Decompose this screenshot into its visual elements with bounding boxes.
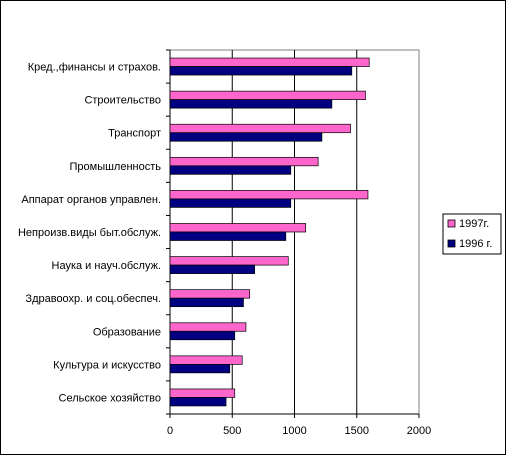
bar-1997: [169, 57, 370, 67]
bar-1997: [169, 190, 369, 200]
bar-1997: [169, 223, 307, 233]
bar-1996: [169, 198, 292, 208]
bar-1996: [169, 132, 323, 142]
legend-label-1997: 1997г.: [459, 218, 489, 230]
x-tick-label: 1000: [282, 425, 306, 437]
bar-1996: [169, 297, 244, 308]
bar-1996: [169, 364, 231, 374]
x-tick-label: 0: [167, 425, 173, 437]
category-label: Строительство: [84, 95, 161, 107]
bar-1996: [169, 165, 292, 175]
category-label: Промышленность: [69, 161, 161, 173]
legend-label-1996: 1996 г.: [459, 238, 492, 250]
category-labels: Кред.,финансы и страхов. Строительство Тра…: [18, 62, 161, 405]
legend-swatch-1997: [447, 219, 456, 228]
category-label: Сельское хозяйство: [59, 392, 161, 404]
category-label: Непроизв.виды быт.обслуж.: [18, 227, 161, 239]
bar-1997: [169, 90, 366, 100]
category-label: Образование: [93, 326, 161, 338]
category-label: Культура и искусство: [53, 359, 161, 371]
bar-1997: [169, 322, 247, 332]
bar-1997: [169, 123, 351, 134]
bars: [169, 57, 370, 407]
bar-1997: [169, 256, 289, 266]
bar-1997: [169, 355, 243, 365]
bar-1996: [169, 231, 287, 241]
bar-1996: [169, 397, 227, 407]
x-tick-labels: 0 500 1000 1500 2000: [167, 425, 431, 437]
x-tick-label: 2000: [407, 425, 431, 437]
category-label: Здравоохр. и соц.обеспеч.: [25, 293, 161, 305]
legend: 1997г. 1996 г.: [442, 213, 502, 255]
category-label: Аппарат органов управлен.: [21, 194, 161, 206]
x-tick-label: 500: [223, 425, 241, 437]
category-label: Наука и науч.обслуж.: [52, 260, 161, 272]
bar-1997: [169, 388, 236, 398]
bar-1996: [169, 99, 333, 109]
x-tick-label: 1500: [345, 425, 369, 437]
category-label: Кред.,финансы и страхов.: [28, 62, 161, 74]
bar-1996: [169, 264, 256, 274]
legend-swatch-1996: [447, 239, 456, 248]
bar-1996: [169, 330, 236, 341]
bar-1997: [169, 156, 319, 167]
bar-1996: [169, 66, 353, 76]
bar-1997: [169, 289, 251, 299]
category-label: Транспорт: [108, 128, 161, 140]
